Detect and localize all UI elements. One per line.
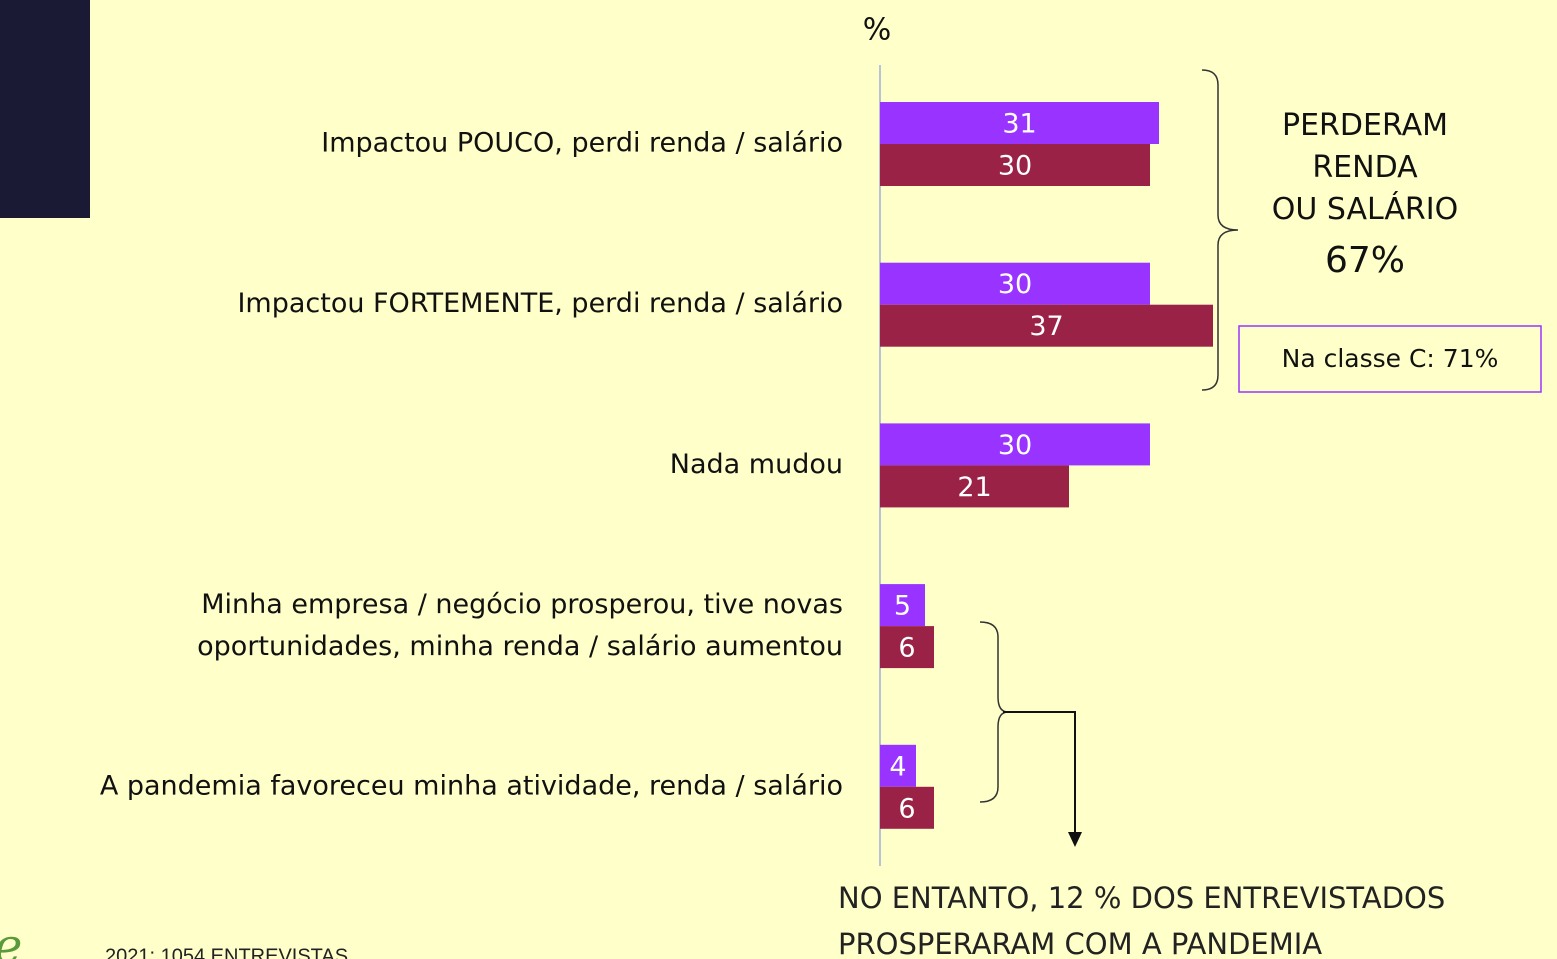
bar — [880, 262, 1150, 305]
bar — [880, 102, 1159, 144]
footnote: NO ENTANTO, 12 % DOS ENTREVISTADOS PROSPE… — [838, 881, 1445, 959]
bracket — [1201, 69, 1239, 391]
value-label: 31 — [1002, 109, 1036, 140]
category-label: A pandemia favoreceu minha atividade, re… — [100, 770, 843, 801]
bar — [880, 423, 1150, 466]
value-label: 21 — [957, 472, 991, 503]
value-label: 4 — [889, 751, 906, 782]
arrow-head — [1068, 832, 1082, 847]
bar — [880, 626, 934, 669]
corner-block — [0, 0, 90, 218]
value-label: 6 — [898, 633, 915, 664]
value-label: 30 — [998, 269, 1032, 300]
category-label: Minha empresa / negócio prosperou, tive … — [197, 589, 843, 662]
note-box — [1238, 325, 1542, 393]
unit-label: % — [863, 13, 892, 48]
logo: e — [0, 919, 22, 959]
bar — [880, 744, 916, 787]
value-label: 30 — [998, 430, 1032, 461]
arrow — [1003, 711, 1076, 836]
bar — [880, 144, 1150, 186]
value-label: 6 — [898, 793, 915, 824]
annotation-total: 67% — [1325, 240, 1405, 281]
bar — [880, 304, 1213, 347]
category-label: Impactou FORTEMENTE, perdi renda / salár… — [237, 288, 843, 319]
annotation: PERDERAM RENDA OU SALÁRIO — [1272, 108, 1458, 227]
note: Na classe C: 71% — [1282, 344, 1499, 373]
category-label: Impactou POUCO, perdi renda / salário — [321, 128, 843, 159]
category-label: Nada mudou — [670, 449, 843, 480]
bar — [880, 786, 934, 829]
value-label: 30 — [998, 151, 1032, 182]
value-label: 37 — [1029, 311, 1063, 342]
value-label: 5 — [894, 591, 911, 622]
bar — [880, 584, 925, 627]
bar — [880, 465, 1069, 508]
source: 2021: 1054 ENTREVISTAS — [105, 945, 348, 959]
